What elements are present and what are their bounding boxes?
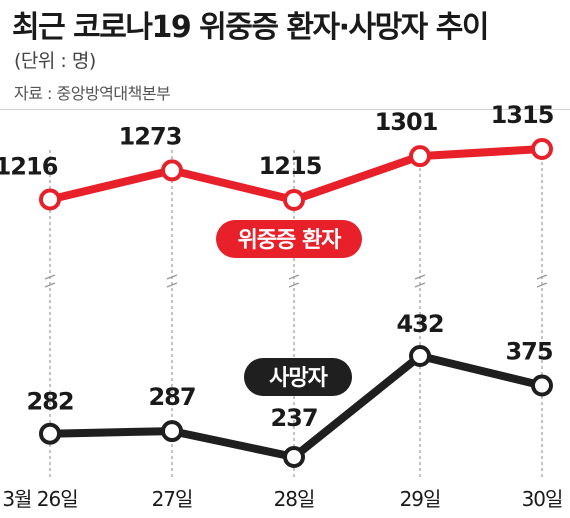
deaths-value-label: 282: [26, 388, 73, 416]
severe-value-label: 1301: [375, 108, 438, 136]
severe-value-label: 1216: [0, 152, 58, 180]
severe-value-label: 1215: [259, 152, 322, 180]
x-tick-label: 3월 26일: [2, 487, 77, 511]
series-severe: 1216 1273 1215 1301 1315: [0, 101, 555, 211]
deaths-series-tag: [244, 358, 352, 396]
x-tick-label: 27일: [152, 487, 193, 511]
deaths-point: [531, 374, 553, 397]
severe-point: [283, 189, 305, 211]
deaths-value-label: 237: [270, 404, 317, 432]
deaths-value-label: 287: [148, 383, 195, 411]
deaths-value-label: 375: [505, 338, 552, 366]
axis-break-mark: [536, 274, 548, 288]
deaths-point: [283, 446, 305, 468]
chart-title: 최근 코로나19 위중증 환자·사망자 추이: [12, 10, 489, 45]
header-divider: [0, 109, 570, 110]
axis-break-mark: [414, 274, 426, 288]
axis-break-marks: [44, 274, 548, 288]
source-label: 자료 : 중앙방역대책본부: [14, 84, 171, 103]
deaths-point: [39, 422, 61, 445]
severe-point: [161, 159, 183, 182]
severe-value-label: 1273: [119, 122, 182, 150]
severe-series-tag-label: 위중증 환자: [238, 228, 343, 253]
severe-point: [409, 145, 431, 168]
deaths-series-tag-label: 사망자: [269, 366, 328, 391]
severe-value-label: 1315: [491, 101, 554, 129]
severe-point: [531, 138, 553, 160]
deaths-point: [409, 345, 431, 367]
axis-break-mark: [288, 274, 300, 288]
series-deaths: 282 287 237 432 375: [26, 310, 554, 468]
x-tick-label: 28일: [274, 487, 315, 511]
deaths-value-label: 432: [396, 310, 443, 338]
deaths-point: [161, 420, 183, 443]
unit-label: (단위 : 명): [14, 50, 96, 72]
x-tick-label: 30일: [522, 487, 563, 511]
severe-series-tag: [216, 220, 362, 258]
severe-point: [39, 188, 61, 211]
axis-break-mark: [44, 274, 56, 288]
x-axis-labels: 3월 26일 27일 28일 29일 30일: [2, 487, 563, 511]
axis-break-mark: [166, 274, 178, 288]
x-tick-label: 29일: [400, 487, 441, 511]
